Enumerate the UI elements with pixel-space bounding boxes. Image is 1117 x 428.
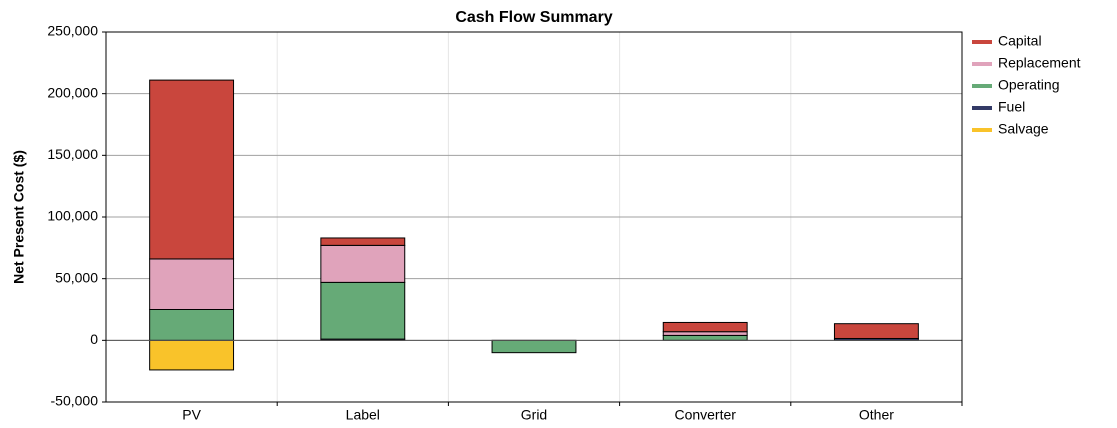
x-tick-label: Converter <box>674 407 736 423</box>
y-tick-label: 0 <box>90 331 98 347</box>
y-tick-label: 150,000 <box>47 146 98 162</box>
legend-label: Fuel <box>998 99 1025 115</box>
bar-segment <box>149 309 235 341</box>
bar-segment <box>149 79 235 260</box>
y-tick-label: 200,000 <box>47 84 98 100</box>
y-tick-label: -50,000 <box>51 393 99 409</box>
x-tick-label: PV <box>182 407 201 423</box>
bar-segment <box>833 323 919 339</box>
x-tick-label: Other <box>859 407 894 423</box>
x-tick-label: Label <box>346 407 380 423</box>
legend-label: Replacement <box>998 55 1081 71</box>
bar-segment <box>320 237 406 246</box>
y-axis-label: Net Present Cost ($) <box>11 150 27 284</box>
x-tick-label: Grid <box>521 407 547 423</box>
bar-segment <box>320 244 406 283</box>
bar-segment <box>662 331 748 336</box>
y-tick-label: 250,000 <box>47 23 98 39</box>
bar-segment <box>149 339 235 371</box>
y-tick-label: 100,000 <box>47 208 98 224</box>
legend-label: Operating <box>998 77 1059 93</box>
bar-segment <box>662 334 748 341</box>
bar-segment <box>491 339 577 354</box>
bar-segment <box>320 281 406 340</box>
chart-title: Cash Flow Summary <box>455 9 612 26</box>
plot-frame <box>105 31 963 403</box>
legend-label: Salvage <box>998 121 1049 137</box>
y-tick-label: 50,000 <box>55 269 98 285</box>
bar-segment <box>149 258 235 310</box>
bar-segment <box>662 321 748 333</box>
legend-label: Capital <box>998 33 1042 49</box>
